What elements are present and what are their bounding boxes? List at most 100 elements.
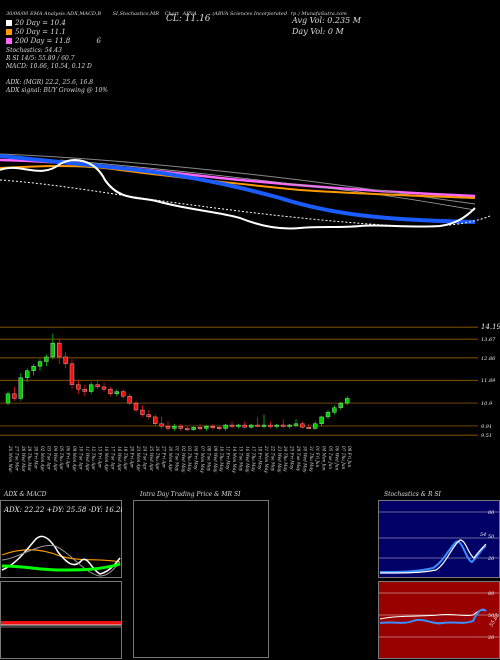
candle-body (44, 356, 49, 362)
price-panel: 14.19 13.67 12.86 11.89 10.9 9.91 9.51 (0, 323, 500, 439)
stoch-white-line (379, 539, 487, 574)
date-label: 18 Wed Apr (117, 446, 122, 472)
level-label: 9.51 (481, 433, 492, 439)
date-label: 21 Mon May (264, 445, 269, 473)
header-line: 30/06/00 EMA Analysis ADX,MACD,B SI,Stoc… (6, 11, 496, 17)
date-axis: 26 Mon Mar 27 Tue Mar 28 Wed Mar 29 Thu Mar… (8, 445, 352, 473)
candle-body (197, 427, 203, 429)
candle-body (31, 366, 36, 371)
date-label: 07 Thu Jun (341, 446, 346, 470)
candle-body (204, 426, 209, 429)
date-label: 02 Mon Apr (40, 446, 45, 472)
date-label: 11 Fri May (226, 446, 231, 470)
blue-avg-line (0, 154, 476, 224)
date-label: 15 Tue May (238, 446, 243, 472)
candle-body (172, 426, 177, 429)
date-label: 11 Wed Apr (85, 446, 90, 472)
macd-panel (0, 581, 122, 659)
candle-body (69, 363, 75, 385)
candle-body (261, 424, 267, 427)
date-label: 27 Tue Mar (14, 445, 19, 472)
candle-body (313, 423, 318, 429)
rsi-panel: 80 50 20 55.88 (378, 581, 500, 659)
date-label: 30 Mon Apr (168, 446, 173, 472)
adx-line: ADX: (MGR) 22.2, 25.6, 16.8 (6, 79, 94, 86)
candle-body (217, 427, 222, 429)
candle-body (18, 377, 23, 399)
date-label: 09 Mon Apr (72, 446, 77, 472)
date-label: 12 Thu Apr (91, 446, 96, 471)
rsi-tick-50: 50 (488, 613, 495, 619)
candle-body (306, 427, 311, 429)
date-label: 17 Thu May (251, 446, 256, 472)
rsi-line: R SI 14/5: 55.89 / 60.7 (6, 55, 75, 62)
candle-body (140, 409, 145, 415)
ema-chart (0, 153, 491, 230)
candle-body (63, 356, 68, 364)
candle-body (293, 423, 299, 426)
candle-body (319, 416, 324, 424)
stoch-tick-20: 20 (487, 556, 495, 562)
candle-body (159, 423, 164, 427)
candle-body (242, 424, 247, 428)
date-label: 02 Wed May (181, 446, 186, 473)
candle-body (223, 424, 228, 429)
candle-body (332, 407, 337, 413)
stoch-panel-title: Stochastics & R SI (384, 491, 441, 498)
rsi-blue-line (379, 608, 487, 625)
candle-body (121, 391, 126, 397)
adx-white-line (1, 535, 121, 575)
date-label: 13 Fri Apr (98, 446, 103, 469)
date-label: 26 Mon Mar (8, 445, 13, 473)
date-label: 27 Fri Apr (162, 445, 167, 469)
date-label: 14 Mon May (232, 446, 237, 473)
candle-body (57, 342, 62, 358)
candle-body (210, 426, 215, 428)
candle-body (114, 391, 119, 394)
date-label: 26 Thu Apr (155, 445, 160, 471)
level-label: 9.91 (481, 424, 492, 430)
stoch-line: Stochastics: 54.43 (6, 47, 62, 54)
intraday-panel (133, 500, 269, 658)
date-label: 23 Wed May (277, 445, 282, 473)
date-label: 30 Fri Mar (34, 446, 39, 470)
candle-body (82, 389, 87, 392)
date-label: 18 Fri May (258, 446, 263, 470)
date-label: 04 Wed Apr (53, 446, 58, 472)
date-label: 28 Wed Mar (21, 445, 26, 473)
dotted-line (0, 179, 491, 227)
candle-body (146, 414, 151, 418)
date-label: 31 Thu May (309, 446, 314, 472)
adx-values: ADX: 22.22 +DY: 25.58 -DY: 16.28 (3, 506, 122, 514)
date-label: 17 Tue Apr (110, 446, 115, 471)
intraday-panel-title: Intra Day Trading Price & MR SI (140, 491, 241, 498)
header-part-4: ARVA (182, 11, 197, 17)
avg-vol-label: Avg Vol: 0.235 M (292, 16, 361, 25)
candle-body (236, 424, 241, 427)
rsi-value: 55.88 (489, 613, 500, 628)
adx-panel-title: ADX & MACD (4, 491, 47, 498)
rsi-tick-20: 20 (487, 635, 495, 641)
date-label: 04 Mon Jun (322, 446, 327, 471)
date-label: 16 Wed May (245, 446, 250, 473)
level-label: 11.89 (481, 378, 496, 384)
stoch-blue-line (379, 540, 487, 573)
legend-square-icon (6, 38, 12, 44)
adx-signal-line: ADX signal: BUY Growing @ 10% (6, 87, 108, 94)
grey-line-2 (59, 159, 476, 211)
candle-body (37, 361, 43, 367)
candle-body (185, 428, 190, 431)
candle-body (95, 384, 100, 388)
adx-panel: ADX: 22.22 +DY: 25.58 -DY: 16.28 (0, 500, 122, 578)
date-label: 06 Fri Apr (66, 446, 71, 469)
date-label: 07 Mon May (200, 446, 205, 473)
candle-body (345, 398, 350, 404)
date-label: 10 Thu May (219, 446, 224, 472)
candle-body (274, 424, 279, 427)
date-label: 08 Fri Jun (347, 446, 352, 468)
date-label: 08 Tue May (206, 446, 211, 472)
date-label: 06 Wed Jun (334, 446, 339, 470)
candle-body (300, 423, 305, 428)
candle-body (76, 384, 81, 390)
date-label: 05 Tue Jun (328, 446, 333, 469)
